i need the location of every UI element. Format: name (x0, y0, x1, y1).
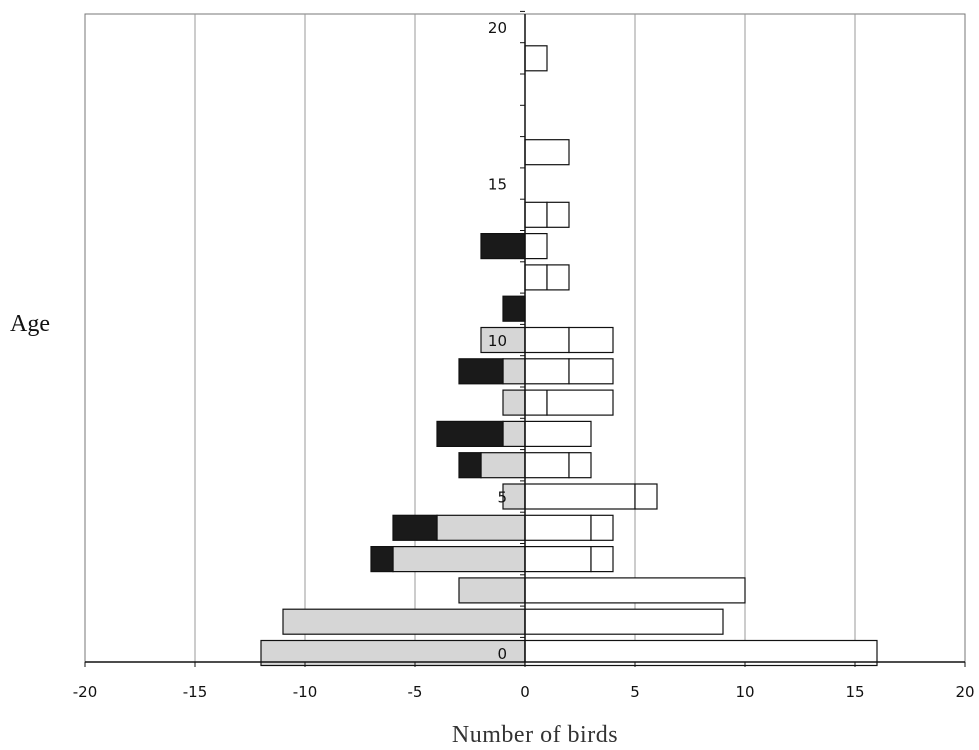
x-tick-label: -20 (73, 683, 98, 701)
bar-right-series2-age1 (524, 608, 724, 635)
bar-left-series0-age9 (502, 358, 526, 385)
x-tick-labels: -20 -15 -10 -5 0 5 10 15 20 (73, 683, 975, 701)
bar-right-series2-age10 (524, 326, 570, 354)
bar-right-series2-age4 (524, 514, 592, 541)
bar-left-series0-age4 (436, 514, 526, 541)
bar-left-series0-age2 (458, 577, 526, 604)
bar-right-series2-age19 (524, 45, 548, 72)
x-tick-label: -5 (408, 683, 423, 701)
bar-right-series2-age7 (524, 420, 592, 447)
bar-right-series2-age5 (524, 483, 636, 510)
y-tick-label: 20 (488, 19, 507, 37)
bar-left-series0-age8 (502, 389, 526, 416)
bar-right-series3-age12 (546, 264, 570, 291)
bar-right-series2-age12 (524, 264, 548, 291)
bar-right-series2-age14 (524, 201, 548, 228)
bar-right-series3-age9 (568, 358, 614, 385)
y-tick-label: 15 (488, 176, 507, 194)
x-axis-title: Number of birds (452, 722, 618, 748)
bar-right-series2-age9 (524, 358, 570, 385)
bar-left-series1-age13 (480, 233, 526, 260)
bar-right-series2-age3 (524, 545, 592, 573)
bar-left-series0-age10 (480, 326, 526, 354)
bar-left-series1-age3 (370, 545, 394, 573)
bar-left-series1-age7 (436, 420, 504, 447)
x-tick-label: 0 (520, 683, 530, 701)
bar-right-series3-age10 (568, 326, 614, 354)
bar-right-series2-age6 (524, 452, 570, 479)
bar-right-series3-age8 (546, 389, 614, 416)
y-tick-label: 0 (497, 645, 507, 663)
bar-left-series1-age9 (458, 358, 504, 385)
bar-left-series1-age6 (458, 452, 482, 479)
x-tick-label: 20 (955, 683, 974, 701)
bar-right-series3-age14 (546, 201, 570, 228)
bar-right-series3-age6 (568, 452, 592, 479)
bar-right-series3-age4 (590, 514, 614, 541)
bar-left-series1-age4 (392, 514, 438, 541)
bar-right-series2-age16 (524, 139, 570, 166)
bar-left-series0-age1 (282, 608, 526, 635)
x-tick-label: -10 (293, 683, 318, 701)
x-tick-label: 10 (735, 683, 754, 701)
y-tick-label: 10 (488, 332, 507, 350)
bar-left-series1-age11 (502, 295, 526, 322)
axes (84, 10, 966, 667)
y-tick-labels: 0 5 10 15 20 (488, 19, 507, 663)
bar-right-series2-age2 (524, 577, 746, 604)
bar-right-series2-age8 (524, 389, 548, 416)
bar-left-series0-age6 (480, 452, 526, 479)
gridlines (194, 14, 856, 662)
y-tick-label: 5 (497, 489, 507, 507)
bar-left-series0-age3 (392, 545, 526, 573)
x-tick-label: 15 (845, 683, 864, 701)
y-axis-title: Age (10, 311, 50, 337)
bar-right-series3-age13 (524, 233, 548, 260)
bar-left-series0-age7 (502, 420, 526, 447)
bar-right-series3-age5 (634, 483, 658, 510)
x-tick-label: 5 (630, 683, 640, 701)
bar-right-series3-age3 (590, 545, 614, 573)
x-tick-label: -15 (183, 683, 208, 701)
